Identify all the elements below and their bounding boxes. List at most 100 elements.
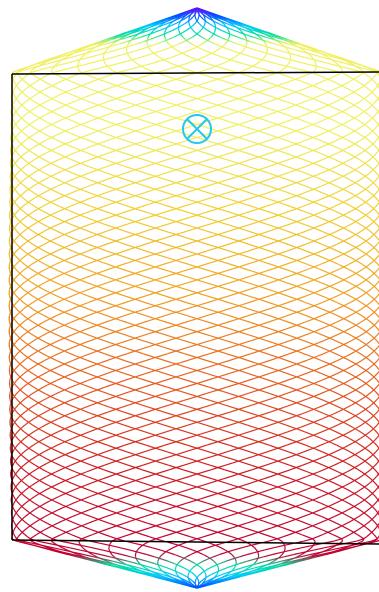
helix-segment <box>350 415 355 420</box>
helix-segment <box>20 415 24 419</box>
helix-segment <box>150 49 154 54</box>
helix-segment <box>23 145 27 149</box>
helix-segment <box>229 121 237 125</box>
helix-segment <box>308 330 315 335</box>
helix-segment <box>244 74 253 78</box>
helix-segment <box>369 230 373 234</box>
helix-segment <box>187 509 195 513</box>
helix-segment <box>343 487 349 491</box>
helix-segment <box>262 87 270 92</box>
helix-segment <box>305 422 313 426</box>
helix-segment <box>275 83 283 87</box>
helix-segment <box>115 406 122 411</box>
helix-segment <box>200 366 209 370</box>
helix-segment <box>24 186 29 190</box>
helix-segment <box>188 36 193 40</box>
helix-segment <box>304 288 311 292</box>
helix-segment <box>182 533 191 538</box>
helix-segment <box>70 74 77 78</box>
helix-segment <box>373 520 377 524</box>
helix-segment <box>248 502 256 507</box>
helix-segment <box>60 529 67 533</box>
helix-segment <box>243 63 252 67</box>
helix-segment <box>25 500 29 504</box>
helix-segment <box>263 455 271 460</box>
helix-segment <box>287 437 295 442</box>
helix-segment <box>312 406 320 411</box>
helix-segment <box>248 437 256 442</box>
helix-segment <box>216 14 223 18</box>
helix-segment <box>288 127 296 132</box>
helix-segment <box>122 45 131 49</box>
helix-segment <box>351 335 357 339</box>
helix-segment <box>196 7 204 11</box>
helix-segment <box>53 495 60 500</box>
helix-segment <box>81 54 85 58</box>
helix-segment <box>77 61 80 64</box>
helix-segment <box>357 313 363 317</box>
helix-segment <box>166 60 173 65</box>
helix-segment <box>244 29 252 34</box>
helix-segment <box>19 154 24 158</box>
helix-segment <box>197 10 200 13</box>
helix-segment <box>158 435 167 440</box>
helix-segment <box>15 487 19 491</box>
helix-segment <box>67 105 74 109</box>
helix-segment <box>127 516 135 520</box>
helix-segment <box>223 197 232 201</box>
helix-segment <box>250 350 258 355</box>
helix-segment <box>52 85 58 89</box>
helix-segment <box>16 125 20 129</box>
helix-segment <box>12 88 16 91</box>
helix-segment <box>155 344 164 348</box>
helix-segment <box>199 98 208 103</box>
helix-segment <box>188 408 197 413</box>
helix-segment <box>139 377 147 382</box>
helix-segment <box>263 248 271 252</box>
helix-segment <box>374 373 378 377</box>
helix-segment <box>305 522 312 527</box>
helix-segment <box>13 509 17 513</box>
helix-segment <box>147 458 155 462</box>
helix-segment <box>67 502 74 507</box>
helix-segment <box>42 353 48 357</box>
helix-segment <box>13 460 17 464</box>
helix-segment <box>355 272 361 277</box>
helix-segment <box>269 250 277 254</box>
helix-segment <box>209 386 217 391</box>
helix-segment <box>54 125 61 130</box>
helix-segment <box>108 263 116 268</box>
helix-segment <box>161 558 169 562</box>
helix-segment <box>58 502 64 507</box>
helix-segment <box>117 228 125 232</box>
helix-segment <box>152 547 161 551</box>
helix-segment <box>66 299 72 304</box>
helix-segment <box>37 491 43 495</box>
helix-segment <box>314 68 317 71</box>
helix-segment <box>101 560 112 565</box>
helix-segment <box>316 125 323 130</box>
helix-segment <box>273 290 281 295</box>
helix-segment <box>354 143 360 147</box>
helix-segment <box>372 493 376 497</box>
helix-segment <box>314 98 321 103</box>
helix-segment <box>321 429 328 433</box>
helix-segment <box>99 437 107 442</box>
helix-segment <box>105 431 113 435</box>
helix-segment <box>217 400 226 404</box>
helix-segment <box>349 364 355 368</box>
helix-segment <box>341 72 347 76</box>
helix-segment <box>76 123 83 127</box>
helix-segment <box>177 156 186 161</box>
helix-segment <box>16 496 20 500</box>
helix-segment <box>187 18 192 22</box>
helix-segment <box>66 156 72 161</box>
helix-segment <box>58 101 64 105</box>
helix-segment <box>368 404 372 408</box>
helix-segment <box>43 533 49 538</box>
helix-segment <box>119 176 127 181</box>
helix-segment <box>12 92 15 96</box>
helix-segment <box>300 47 305 51</box>
helix-segment <box>43 125 49 130</box>
helix-segment <box>363 72 368 76</box>
